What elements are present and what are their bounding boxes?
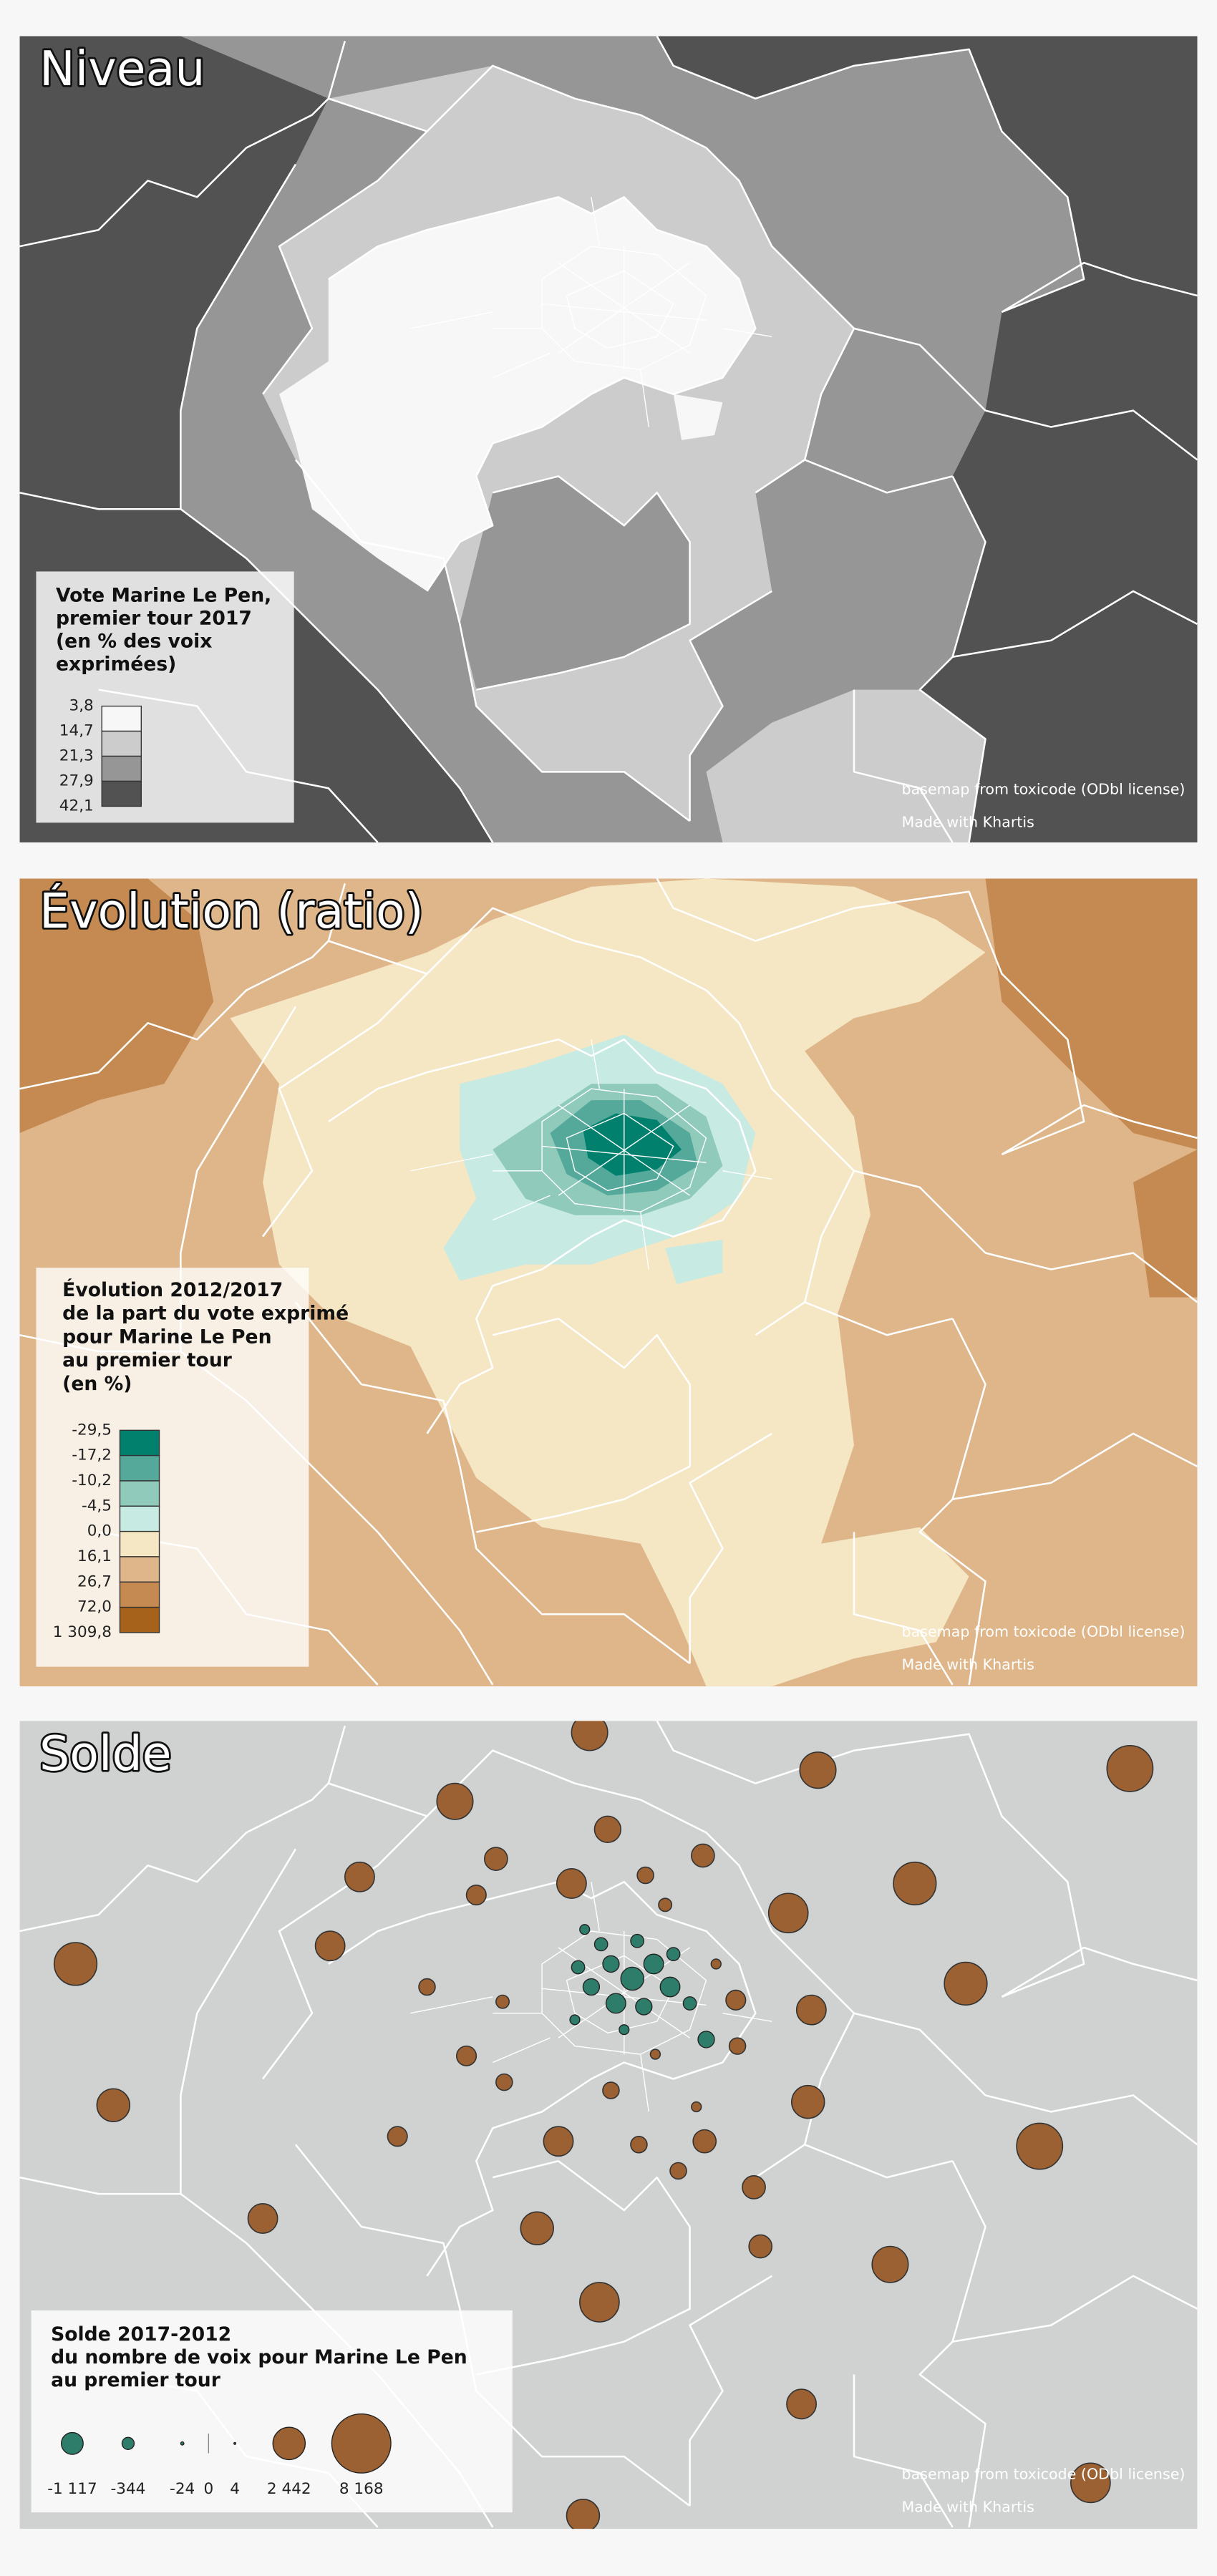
legend-box	[36, 571, 294, 823]
legend-label: 0,0	[87, 1522, 112, 1540]
legend-label: 4	[230, 2480, 240, 2498]
legend-label: 8 168	[339, 2480, 384, 2498]
legend-swatch	[119, 1429, 160, 1457]
legend-title: exprimées)	[56, 653, 176, 676]
legend-label: 16,1	[77, 1547, 112, 1565]
legend-label: -10,2	[72, 1472, 112, 1489]
legend-swatch	[101, 705, 142, 732]
legend-title: au premier tour	[62, 1349, 233, 1371]
region-layer	[706, 689, 986, 842]
legend-swatch	[101, 755, 142, 782]
legend-swatch	[101, 780, 142, 807]
legend-label: -1 117	[47, 2480, 97, 2498]
legend-label: -24	[170, 2480, 195, 2498]
legend-swatch	[119, 1480, 160, 1507]
legend-symbol	[272, 2426, 306, 2461]
legend-swatch	[119, 1505, 160, 1532]
legend-title: premier tour 2017	[56, 607, 252, 629]
legend-label: -17,2	[72, 1447, 112, 1464]
bubbles	[53, 1721, 1154, 2529]
legend-label: 0	[204, 2480, 214, 2498]
legend-title: Vote Marine Le Pen,	[56, 584, 271, 606]
legend-symbol	[121, 2436, 135, 2450]
legend-swatch	[119, 1581, 160, 1608]
legend-title: Solde 2017-2012	[51, 2323, 231, 2346]
legend-title: pour Marine Le Pen	[62, 1326, 271, 1348]
credit: Made with Khartis	[902, 2498, 1034, 2515]
legend-label: -344	[110, 2480, 145, 2498]
legend-symbol	[331, 2413, 392, 2474]
legend-symbol	[60, 2431, 84, 2455]
panel-title: Évolution (ratio)	[39, 883, 424, 939]
region-layer	[460, 476, 690, 690]
panel-title: Solde	[39, 1726, 172, 1782]
legend-swatch	[119, 1454, 160, 1482]
legend-symbol	[233, 2441, 237, 2445]
credit: basemap from toxicode (ODbl license)	[902, 1623, 1186, 1640]
legend-title: du nombre de voix pour Marine Le Pen	[51, 2346, 467, 2368]
overlays: Niveau Vote Marine Le Pen,premier tour 20…	[31, 39, 1186, 2515]
legend-label: 3,8	[69, 697, 93, 715]
region-layer	[19, 878, 214, 1134]
legend-title: de la part du vote exprimé	[62, 1303, 349, 1325]
region-layer	[665, 1240, 723, 1285]
legend-title: (en %)	[62, 1373, 132, 1395]
legend-label: 42,1	[59, 797, 94, 815]
legend-label: 2 442	[267, 2480, 311, 2498]
legend-label: 26,7	[77, 1573, 112, 1590]
legend-label: 72,0	[77, 1598, 112, 1616]
region-layer	[1133, 1149, 1198, 1298]
legend-swatch	[101, 730, 142, 757]
region-layer	[673, 394, 723, 440]
legend-label: -29,5	[72, 1421, 112, 1439]
legend-label: 27,9	[59, 772, 94, 790]
map-niveau	[19, 36, 1198, 842]
legend-swatch	[119, 1606, 160, 1633]
credit: basemap from toxicode (ODbl license)	[902, 781, 1186, 798]
legend-label: 21,3	[59, 747, 94, 765]
legend-label: 1 309,8	[53, 1623, 112, 1641]
legend-label: 14,7	[59, 722, 94, 740]
legend-title: Évolution 2012/2017	[62, 1278, 283, 1301]
panel-title: Niveau	[39, 41, 205, 97]
legend-title: (en % des voix	[56, 631, 212, 653]
credit: basemap from toxicode (ODbl license)	[902, 2465, 1186, 2482]
region-layer	[230, 878, 986, 1687]
legend-label: -4,5	[82, 1497, 112, 1515]
region-layer	[985, 878, 1198, 1150]
legend-box	[36, 1268, 309, 1667]
legend-swatch	[119, 1556, 160, 1583]
legend-box	[31, 2310, 513, 2513]
legend-swatch	[119, 1530, 160, 1557]
legend-symbol	[180, 2441, 185, 2446]
credit: Made with Khartis	[902, 813, 1034, 830]
credit: Made with Khartis	[902, 1656, 1034, 1673]
legend-title: au premier tour	[51, 2369, 221, 2391]
region-layer	[279, 197, 756, 591]
